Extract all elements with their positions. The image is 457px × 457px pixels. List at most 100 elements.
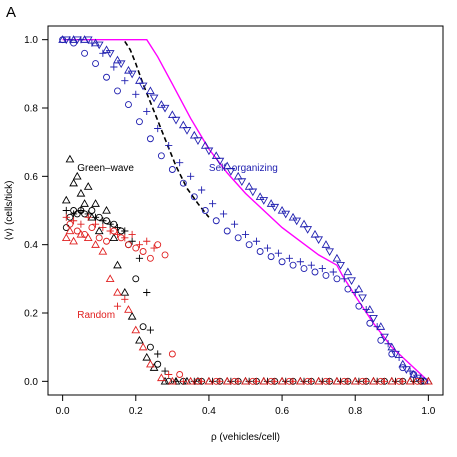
x-tick-label: 0.0 [56, 406, 70, 417]
y-axis: 0.0 0.2 0.4 0.6 0.8 1.0 [24, 35, 48, 388]
self-organizing-plus-point [187, 172, 195, 180]
self-organizing-circle-point [59, 36, 67, 44]
self-organizing-triangle-down-point [303, 226, 313, 234]
self-organizing-triangle-down-point [325, 248, 334, 257]
random-plus-point [179, 377, 187, 385]
green-wave-triangle-up-point [113, 260, 122, 269]
green-wave-plus-point [99, 217, 107, 225]
random-triangle-up-point [241, 376, 250, 385]
self-organizing-triangle-down-point [402, 366, 411, 374]
green-wave-triangle-up-point [120, 287, 130, 296]
green-wave-triangle-up-point [91, 199, 100, 207]
green-wave-triangle-up-point [135, 335, 144, 344]
self-organizing-circle-point [399, 364, 407, 372]
green-wave-circle-point [88, 207, 96, 214]
random-triangle-up-point [113, 287, 122, 296]
self-organizing-plus-point [143, 107, 151, 116]
self-organizing-circle-point [201, 207, 209, 214]
self-organizing-plus-point [66, 36, 74, 44]
self-organizing-triangle-up-point [124, 65, 133, 74]
random-plus-point [70, 217, 78, 225]
green-wave-circle-point [139, 323, 147, 331]
random-plus-point [198, 377, 206, 385]
y-tick-label: 0.8 [24, 104, 38, 115]
self-organizing-circle-point [256, 248, 264, 255]
random-triangle-up-point [369, 376, 378, 385]
random-triangle-up-point [76, 229, 86, 238]
green-wave-circle-point [62, 224, 70, 232]
random-plus-series [62, 213, 425, 385]
green-wave-plus-point [70, 210, 78, 218]
x-axis-label: ρ (vehicles/cell) [211, 432, 280, 443]
annotation-label: Green–wave [77, 163, 134, 174]
annotation-label: Self–organizing [209, 163, 278, 174]
random-circle-point [168, 350, 176, 358]
green-wave-triangle-up-point [142, 352, 152, 361]
self-organizing-triangle-down-point [347, 277, 356, 286]
self-organizing-triangle-down-point [160, 104, 170, 113]
self-organizing-plus-point [340, 275, 348, 283]
self-organizing-circle-point [81, 49, 89, 57]
self-organizing-triangle-up-point [146, 86, 155, 95]
random-triangle-up-point [98, 246, 108, 255]
random-circle-point [146, 254, 154, 262]
random-plus-point [216, 377, 224, 385]
self-organizing-circle-point [410, 371, 418, 378]
green-wave-plus-point [113, 223, 122, 232]
self-organizing-triangle-up-point [178, 120, 188, 129]
green-wave-triangle-up-point [76, 188, 86, 197]
random-circle-point [81, 230, 89, 238]
upper-bound-line [62, 39, 429, 382]
self-organizing-triangle-up-point [102, 45, 111, 54]
green-wave-triangle-up-point [69, 178, 78, 187]
self-organizing-triangle-down-point [237, 178, 247, 186]
x-axis: 0.0 0.2 0.4 0.6 0.8 1.0 [56, 395, 436, 417]
green-wave-triangle-up-point [65, 154, 75, 163]
random-plus-point [362, 377, 370, 385]
self-organizing-plus-point [176, 159, 184, 167]
self-organizing-circle-point [267, 253, 275, 261]
y-tick-label: 0.2 [24, 309, 38, 320]
random-triangle-up-point [186, 376, 196, 385]
self-organizing-circle-point [212, 217, 220, 225]
self-organizing-triangle-up-point [113, 55, 122, 64]
self-organizing-circle-point [157, 152, 165, 160]
self-organizing-triangle-up-point [255, 192, 265, 200]
self-organizing-plus-point [77, 36, 85, 44]
self-organizing-triangle-up-point [167, 110, 177, 118]
random-plus-point [271, 377, 279, 385]
y-tick-label: 0.4 [24, 240, 38, 251]
random-plus-point [106, 227, 114, 235]
self-organizing-plus-point [252, 237, 261, 245]
self-organizing-plus-point [230, 220, 239, 228]
self-organizing-triangle-down-point [336, 262, 345, 270]
self-organizing-circle-point [179, 179, 187, 187]
green-wave-plus-point [135, 254, 144, 262]
random-circle-point [66, 220, 74, 228]
green-wave-plus-point [154, 350, 162, 358]
self-organizing-triangle-down-point [94, 41, 104, 50]
random-plus-point [399, 377, 407, 385]
self-organizing-triangle-up-point [277, 205, 287, 214]
self-organizing-plus-point [99, 49, 107, 57]
random-triangle-up-point [350, 376, 360, 385]
random-plus-point [135, 241, 144, 249]
green-wave-triangle-up-point [102, 205, 111, 214]
self-organizing-plus-point [132, 90, 140, 98]
self-organizing-plus-point [121, 77, 129, 85]
self-organizing-triangle-down-point [314, 236, 324, 245]
self-organizing-triangle-down-point [204, 147, 214, 156]
green-wave-triangle-up-point [109, 233, 119, 241]
random-triangle-up-point [91, 240, 100, 248]
self-organizing-circle-point [344, 285, 352, 293]
green-wave-triangle-up-point [72, 171, 82, 180]
random-plus-point [91, 220, 100, 228]
self-organizing-triangle-up-point [299, 219, 309, 228]
green-wave-circle-point [146, 343, 154, 351]
self-organizing-plus-point [88, 39, 96, 47]
self-organizing-circle-point [135, 118, 143, 126]
random-triangle-up-point [204, 376, 214, 385]
self-organizing-plus-point [198, 186, 206, 194]
self-organizing-plus-point [362, 305, 370, 314]
x-tick-label: 0.4 [202, 406, 216, 417]
